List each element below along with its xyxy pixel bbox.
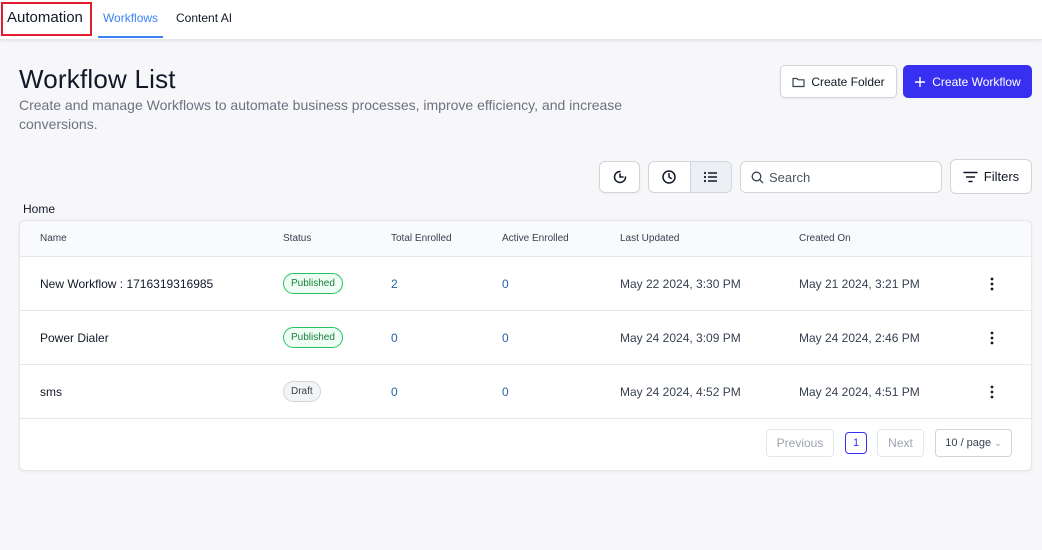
app-title[interactable]: Automation: [1, 2, 92, 36]
active-enrolled-count[interactable]: 0: [502, 331, 509, 345]
create-folder-button[interactable]: Create Folder: [780, 65, 897, 98]
kebab-icon: [990, 277, 994, 291]
dashboard-icon: [613, 170, 626, 184]
search-input[interactable]: [769, 169, 929, 185]
page-1-button[interactable]: 1: [845, 432, 867, 454]
top-navigation-bar: Automation Workflows Content AI: [0, 0, 1042, 40]
page-description: Create and manage Workflows to automate …: [19, 97, 623, 132]
table-row[interactable]: New Workflow : 1716319316985 Published 2…: [20, 257, 1031, 311]
create-workflow-label: Create Workflow: [932, 74, 1021, 89]
table-header: Name Status Total Enrolled Active Enroll…: [20, 221, 1031, 257]
active-enrolled-count[interactable]: 0: [502, 385, 509, 399]
tab-content-ai[interactable]: Content AI: [176, 11, 233, 25]
row-actions-button[interactable]: [984, 274, 1000, 294]
list-icon: [703, 171, 717, 183]
total-enrolled-count[interactable]: 2: [391, 277, 398, 291]
column-header-name[interactable]: Name: [40, 233, 67, 244]
active-enrolled-count[interactable]: 0: [502, 277, 509, 291]
filters-label: Filters: [983, 169, 1020, 184]
column-header-created-on[interactable]: Created On: [799, 233, 851, 244]
workflow-name[interactable]: sms: [40, 385, 62, 399]
table-row[interactable]: Power Dialer Published 0 0 May 24 2024, …: [20, 311, 1031, 365]
previous-page-button[interactable]: Previous: [766, 429, 834, 457]
created-on: May 24 2024, 4:51 PM: [799, 385, 920, 399]
filters-button[interactable]: Filters: [950, 159, 1032, 194]
total-enrolled-count[interactable]: 0: [391, 385, 398, 399]
chevron-down-icon: ⌄: [994, 437, 1002, 448]
page-size-select[interactable]: 10 / page ⌄: [935, 429, 1012, 457]
filter-icon: [963, 171, 978, 182]
column-header-last-updated[interactable]: Last Updated: [620, 233, 680, 244]
folder-icon: [792, 77, 805, 87]
kebab-icon: [990, 385, 994, 399]
created-on: May 24 2024, 2:46 PM: [799, 331, 920, 345]
next-page-button[interactable]: Next: [877, 429, 924, 457]
breadcrumb[interactable]: Home: [23, 202, 56, 216]
tab-workflows[interactable]: Workflows: [98, 0, 163, 38]
last-updated: May 24 2024, 3:09 PM: [620, 331, 741, 345]
row-actions-button[interactable]: [984, 328, 1000, 348]
table-row[interactable]: sms Draft 0 0 May 24 2024, 4:52 PM May 2…: [20, 365, 1031, 419]
clock-icon: [662, 170, 676, 184]
list-view-button[interactable]: [689, 162, 731, 192]
row-actions-button[interactable]: [984, 382, 1000, 402]
total-enrolled-count[interactable]: 0: [391, 331, 398, 345]
last-updated: May 24 2024, 4:52 PM: [620, 385, 741, 399]
status-badge: Draft: [283, 381, 321, 402]
page-size-label: 10 / page: [945, 437, 992, 449]
search-box: [740, 161, 942, 193]
view-toggle: [648, 161, 732, 193]
plus-icon: [915, 76, 926, 87]
workflow-name[interactable]: New Workflow : 1716319316985: [40, 277, 214, 291]
search-icon: [751, 171, 764, 183]
dashboard-view-button[interactable]: [599, 161, 640, 193]
status-badge: Published: [283, 327, 343, 348]
create-folder-label: Create Folder: [811, 74, 885, 89]
create-workflow-button[interactable]: Create Workflow: [903, 65, 1032, 98]
workflow-name[interactable]: Power Dialer: [40, 331, 109, 345]
page-title: Workflow List: [19, 64, 176, 94]
status-badge: Published: [283, 273, 343, 294]
kebab-icon: [990, 331, 994, 345]
workflow-table: Name Status Total Enrolled Active Enroll…: [19, 220, 1032, 471]
column-header-status[interactable]: Status: [283, 233, 312, 244]
last-updated: May 22 2024, 3:30 PM: [620, 277, 741, 291]
recent-view-button[interactable]: [649, 162, 690, 192]
column-header-active-enrolled[interactable]: Active Enrolled: [502, 233, 569, 244]
column-header-total-enrolled[interactable]: Total Enrolled: [391, 233, 452, 244]
created-on: May 21 2024, 3:21 PM: [799, 277, 920, 291]
